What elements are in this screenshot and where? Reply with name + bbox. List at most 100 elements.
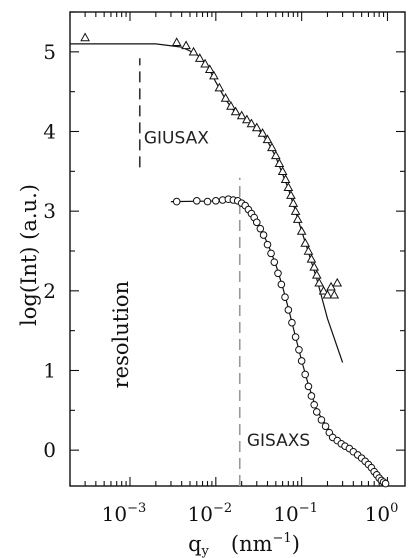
circle-point xyxy=(263,240,272,249)
triangle-point xyxy=(318,285,329,295)
curve-label: GIUSAX xyxy=(144,128,209,148)
triangle-point xyxy=(251,122,262,132)
triangle-point xyxy=(274,158,285,168)
triangle-point xyxy=(246,118,257,128)
triangle-point xyxy=(288,198,299,207)
triangle-point xyxy=(329,289,340,299)
y-tick-label: 1 xyxy=(43,358,56,382)
triangle-point xyxy=(200,58,210,68)
x-tick-label: 10−2 xyxy=(188,501,233,526)
circle-point xyxy=(304,382,313,391)
circle-point xyxy=(259,231,268,239)
circle-point xyxy=(277,280,286,289)
x-tick-label-exp: 0 xyxy=(390,501,398,516)
annotations: GIUSAX GISAXS resolution xyxy=(109,128,310,451)
triangle-point xyxy=(209,70,219,80)
circle-point xyxy=(295,345,303,354)
circle-point xyxy=(317,416,326,424)
x-tick-label-base: 10 xyxy=(365,502,390,526)
resolution-label: resolution xyxy=(109,281,133,388)
triangle-point xyxy=(300,237,311,247)
reference-lines xyxy=(138,58,241,486)
y-tick-label: 5 xyxy=(43,40,56,64)
circle-point xyxy=(212,197,220,205)
triangle-point xyxy=(171,37,182,46)
x-tick-label: 10−3 xyxy=(102,501,147,526)
x-tick-label-base: 10 xyxy=(273,502,298,526)
circle-point xyxy=(267,249,275,258)
triangle-point xyxy=(267,142,277,152)
triangle-point xyxy=(283,182,294,191)
circle-point xyxy=(310,400,318,409)
x-tick-label: 100 xyxy=(365,501,399,526)
triangle-point xyxy=(303,245,314,255)
triangle-point xyxy=(181,40,191,50)
triangle-point xyxy=(277,166,288,176)
triangle-point xyxy=(204,64,215,74)
triangle-point xyxy=(309,261,320,271)
circle-point xyxy=(270,258,279,266)
x-tick-label-exp: −2 xyxy=(213,501,232,516)
triangle-point xyxy=(332,277,343,287)
y-tick-label: 4 xyxy=(43,119,56,143)
triangle-point xyxy=(194,53,205,62)
curve-label: GISAXS xyxy=(247,431,310,451)
circle-point xyxy=(312,408,321,416)
x-tick-label-exp: −3 xyxy=(127,501,146,516)
x-axis-title-close: ) xyxy=(292,532,300,556)
circle-point xyxy=(307,392,316,400)
triangle-point xyxy=(262,134,273,144)
triangle-point xyxy=(306,253,317,263)
circle-point xyxy=(192,197,201,205)
triangle-point xyxy=(311,269,322,279)
circle-point xyxy=(284,306,293,314)
circle-point xyxy=(172,197,181,206)
triangle-point xyxy=(322,289,333,299)
circle-point xyxy=(252,218,261,227)
data-points xyxy=(80,32,390,488)
x-axis-title-sup: −1 xyxy=(273,531,292,546)
circle-point xyxy=(297,357,306,365)
circle-point xyxy=(288,318,296,327)
circle-point xyxy=(274,269,282,278)
triangle-point xyxy=(226,100,236,110)
triangle-point xyxy=(242,114,252,124)
x-axis-title: qy (nm−1) xyxy=(188,531,300,558)
x-tick-label: 10−1 xyxy=(273,501,318,526)
triangle-point xyxy=(314,277,325,287)
triangle-point xyxy=(230,106,241,116)
triangle-point xyxy=(257,128,268,137)
fit-lines xyxy=(70,43,388,484)
triangle-point xyxy=(236,110,247,120)
x-axis-title-sub: y xyxy=(201,544,210,558)
triangle-point xyxy=(296,226,307,235)
triangle-point xyxy=(220,93,231,102)
triangle-point xyxy=(286,190,296,199)
y-tick-label: 0 xyxy=(43,438,56,462)
circle-point xyxy=(203,197,212,206)
plot-frame xyxy=(69,11,406,487)
triangle-point xyxy=(292,214,303,223)
triangle-point xyxy=(270,150,281,160)
circle-point xyxy=(256,224,265,233)
circle-point xyxy=(381,479,390,488)
triangle-point xyxy=(80,32,90,42)
triangle-point xyxy=(188,46,199,56)
axis-ticks xyxy=(69,11,405,486)
triangle-point xyxy=(280,174,291,183)
x-tick-label-base: 10 xyxy=(102,502,127,526)
circle-point xyxy=(321,422,330,431)
circle-point xyxy=(281,293,289,301)
y-axis-title: log(Int) (a.u.) xyxy=(17,184,41,326)
x-axis-title-units: (nm xyxy=(231,532,273,556)
circle-point xyxy=(291,333,300,341)
x-tick-label-exp: −1 xyxy=(299,501,318,516)
triangle-point xyxy=(214,82,225,92)
x-axis-title-q: q xyxy=(188,532,201,556)
y-tick-label: 3 xyxy=(43,199,56,223)
circle-point xyxy=(301,370,310,379)
y-tick-label: 2 xyxy=(43,279,56,303)
triangle-point xyxy=(290,206,301,215)
